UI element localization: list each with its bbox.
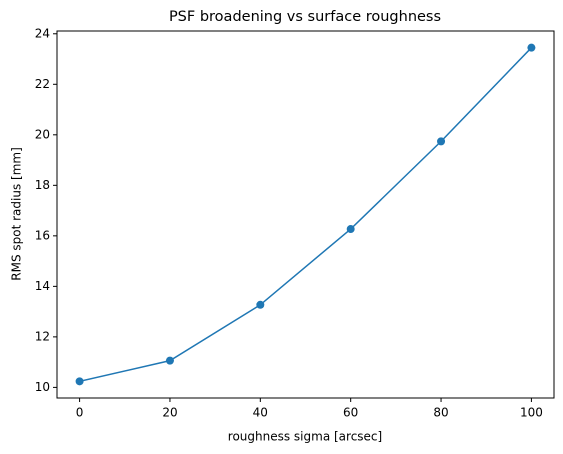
y-tick-label: 14	[35, 279, 50, 293]
data-point	[75, 377, 84, 386]
data-point	[165, 356, 174, 365]
y-tick-label: 12	[35, 329, 50, 343]
data-point	[527, 43, 536, 52]
x-tick-label: 60	[343, 406, 358, 420]
series-line	[79, 47, 532, 383]
x-tick-label: 0	[76, 406, 84, 420]
x-tick-label: 80	[433, 406, 448, 420]
y-tick-label: 20	[35, 127, 50, 141]
data-point	[256, 300, 265, 309]
y-tick-label: 16	[35, 228, 50, 242]
y-tick-label: 10	[35, 380, 50, 394]
data-point	[437, 137, 446, 146]
x-axis-label: roughness sigma [arcsec]	[228, 430, 382, 444]
x-tick-label: 100	[520, 406, 543, 420]
data-point	[346, 225, 355, 234]
y-axis-label: RMS spot radius [mm]	[10, 147, 24, 281]
y-tick-label: 24	[35, 26, 50, 40]
x-tick-label: 40	[253, 406, 268, 420]
chart-title: PSF broadening vs surface roughness	[169, 9, 441, 25]
y-tick-label: 18	[35, 178, 50, 192]
x-tick-label: 20	[162, 406, 177, 420]
y-tick-label: 22	[35, 77, 50, 91]
plot-frame	[56, 30, 555, 399]
